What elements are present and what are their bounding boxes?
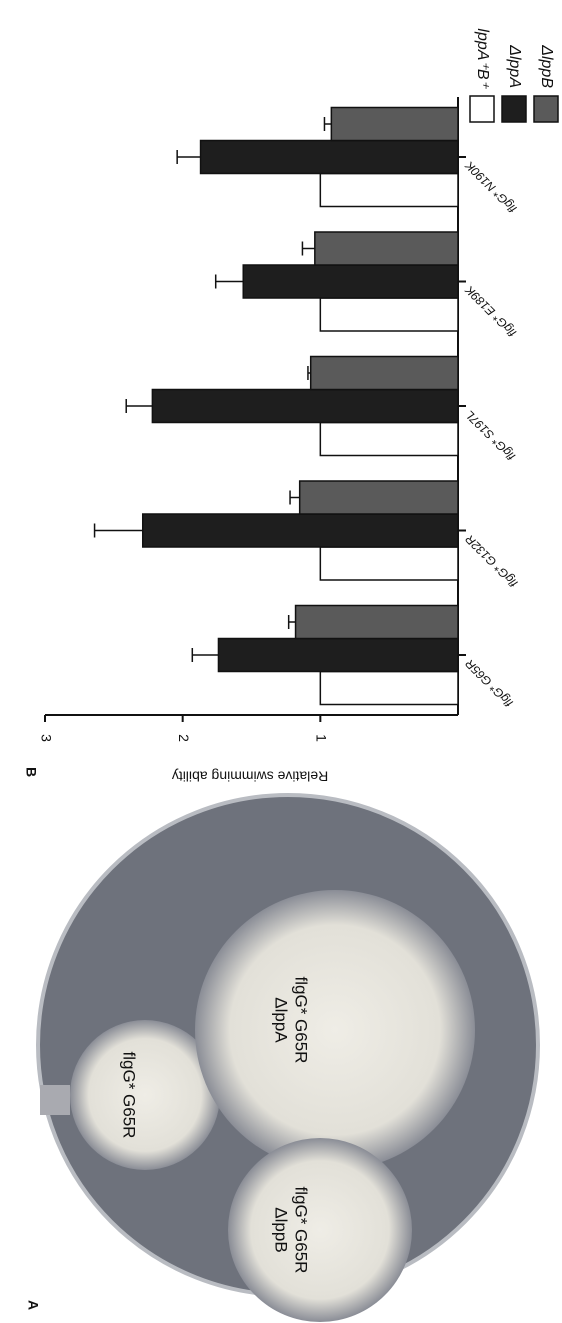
- legend-label: lppA⁺B⁺: [474, 28, 491, 89]
- bar: [300, 481, 458, 514]
- figure: A B Relative swimming ability flgG* G65R…: [0, 0, 562, 1323]
- legend-swatch: [470, 96, 494, 122]
- axis-title: Relative swimming ability: [172, 768, 328, 784]
- x-tick-label: flgG* N190K: [462, 158, 520, 216]
- bar: [315, 232, 458, 265]
- error-bar: [192, 648, 218, 662]
- error-bar: [289, 615, 296, 629]
- legend-label: ΔlppB: [538, 44, 555, 88]
- x-tick-label: flgG* S197L: [462, 408, 518, 464]
- x-tick-label: flgG* E189K: [462, 282, 519, 339]
- bar: [320, 547, 458, 580]
- panel-label: B: [23, 767, 39, 777]
- colony-label: ΔlppB: [272, 1207, 291, 1252]
- bar: [218, 639, 458, 672]
- bar: [243, 265, 458, 298]
- error-bar: [177, 150, 200, 164]
- y-tick-label: 1: [314, 734, 330, 742]
- legend-swatch: [502, 96, 526, 122]
- bar: [331, 108, 458, 141]
- colony-label: ΔlppA: [272, 997, 291, 1043]
- error-bar: [302, 242, 314, 256]
- bar: [320, 174, 458, 207]
- x-tick-label: flgG* G65R: [462, 656, 516, 710]
- bar: [152, 390, 458, 423]
- colony-label: flgG* G65R: [292, 977, 311, 1064]
- x-tick-label: flgG* G132R: [462, 532, 520, 590]
- error-bar: [216, 275, 244, 289]
- panel-label: A: [25, 1300, 41, 1310]
- bar: [320, 423, 458, 456]
- legend-label: ΔlppA: [506, 44, 523, 88]
- colony-label: flgG* G65R: [120, 1052, 139, 1139]
- bar: [311, 357, 458, 390]
- y-tick-label: 2: [176, 734, 192, 742]
- error-bar: [126, 399, 152, 413]
- bar: [320, 298, 458, 331]
- bar: [320, 672, 458, 705]
- error-bar: [95, 524, 143, 538]
- error-bar: [324, 117, 331, 131]
- error-bar: [290, 491, 300, 505]
- bar: [201, 141, 458, 174]
- y-tick-label: 3: [38, 734, 54, 742]
- legend-swatch: [534, 96, 558, 122]
- colony-label: flgG* G65R: [292, 1187, 311, 1274]
- bar: [296, 606, 458, 639]
- bar: [143, 514, 458, 547]
